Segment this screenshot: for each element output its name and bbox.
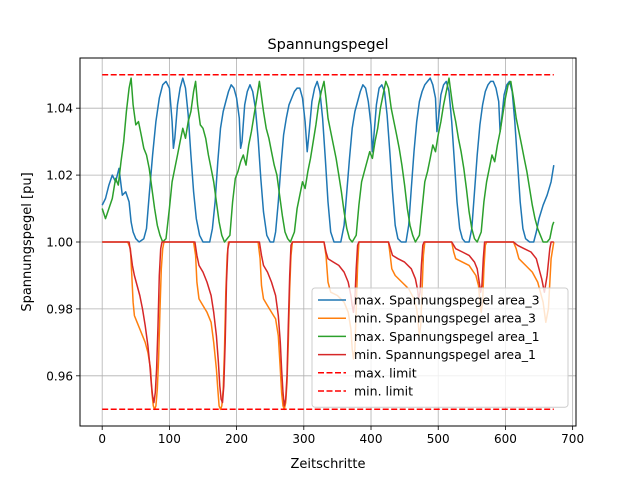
x-axis-label: Zeitschritte [291,457,366,472]
y-tick-label: 0.96 [46,369,73,383]
x-tick-label: 200 [225,432,248,446]
y-tick-label: 0.98 [46,302,73,316]
x-tick-label: 500 [427,432,450,446]
chart-title: Spannungspegel [267,37,388,53]
x-tick-label: 300 [292,432,315,446]
series-line-1 [101,77,555,243]
legend-label: max. Spannungspegel area_3 [354,293,540,308]
legend-box [311,287,569,408]
y-tick-label: 1.02 [46,169,73,183]
x-tick-label: 400 [360,432,383,446]
series-line-3 [101,77,555,243]
legend-label: max. Spannungspegel area_1 [354,329,540,344]
series-line-4 [102,241,554,407]
legend: max. Spannungspegel area_3 min. Spannungs… [311,287,569,408]
legend-label: min. Spannungspegel area_1 [354,347,536,362]
legend-label: min. limit [354,384,413,399]
y-axis-ticks: 0.96 0.98 1.00 1.02 1.04 [46,102,80,383]
x-tick-label: 100 [158,432,181,446]
y-tick-label: 1.00 [46,236,73,250]
y-axis-label: Spannungspegel [pu] [20,172,35,311]
legend-label: min. Spannungspegel area_3 [354,311,536,326]
x-axis-ticks: 0 100 200 300 400 500 600 700 [98,426,584,446]
x-tick-label: 700 [561,432,584,446]
x-tick-label: 600 [494,432,517,446]
y-tick-label: 1.04 [46,102,73,116]
x-tick-label: 0 [98,432,106,446]
series-group [101,73,555,411]
legend-label: max. limit [354,365,417,380]
